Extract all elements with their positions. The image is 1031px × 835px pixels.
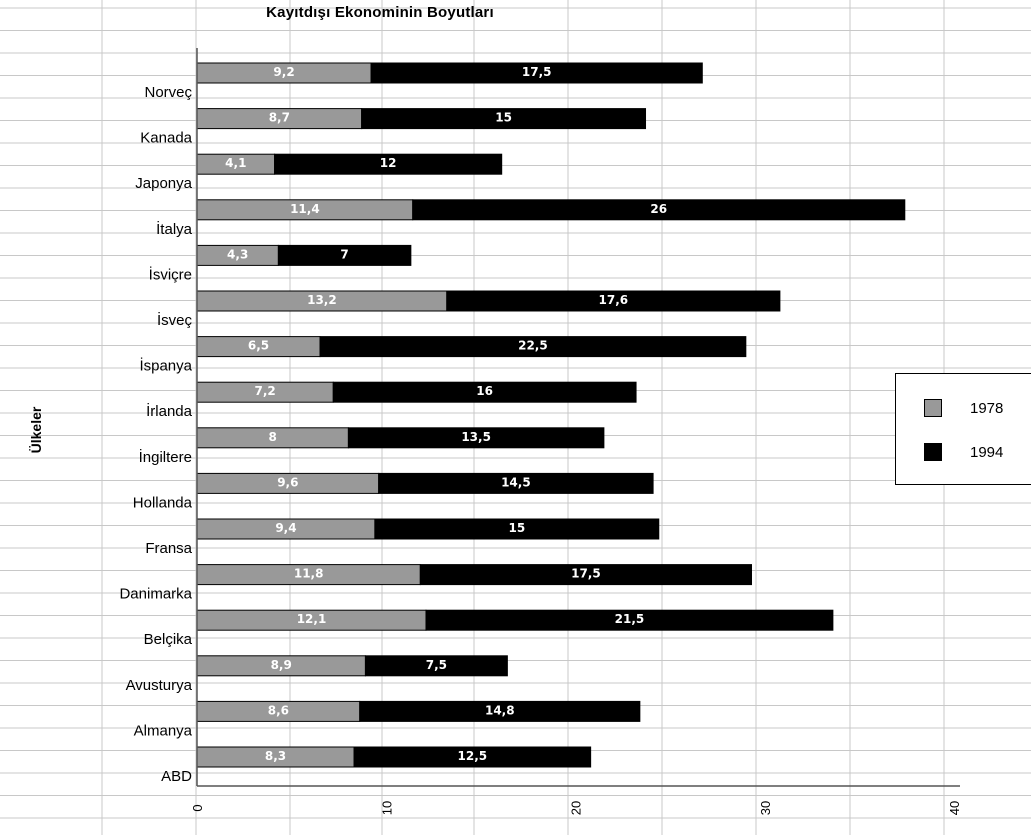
legend-swatch-1978 <box>924 399 942 417</box>
bar-value-label-1994-1: 15 <box>495 111 512 125</box>
bar-1994-13 <box>364 655 508 677</box>
legend-item-1978: 1978 <box>924 397 1003 419</box>
bar-value-label-1978-5: 13,2 <box>307 293 337 307</box>
bar-1994-5 <box>446 290 781 312</box>
category-label-2: Japonya <box>135 175 192 192</box>
bar-value-label-1994-13: 7,5 <box>426 658 447 672</box>
legend: 1978 1994 <box>895 373 1031 485</box>
bar-1994-3 <box>412 199 906 221</box>
bar-1994-9 <box>378 472 654 494</box>
legend-label-1978: 1978 <box>970 399 1004 417</box>
y-axis-title: Ülkeler <box>28 406 44 454</box>
bar-value-label-1994-5: 17,6 <box>599 293 629 307</box>
category-label-0: Norveç <box>144 84 192 101</box>
bar-value-label-1994-9: 14,5 <box>501 475 531 489</box>
bar-value-label-1994-11: 17,5 <box>571 567 601 581</box>
x-tick-label-1: 10 <box>379 801 394 815</box>
category-label-15: ABD <box>161 768 192 785</box>
category-label-5: İsveç <box>157 311 193 329</box>
bar-1994-1 <box>361 108 647 130</box>
bar-value-label-1978-4: 4,3 <box>227 247 248 261</box>
bar-value-label-1978-12: 12,1 <box>297 612 327 626</box>
category-label-14: Almanya <box>134 722 193 739</box>
legend-item-1994: 1994 <box>924 441 1003 463</box>
category-label-1: Kanada <box>140 130 192 147</box>
bar-1994-7 <box>332 381 637 403</box>
bar-value-label-1978-0: 9,2 <box>273 65 294 79</box>
category-label-3: İtalya <box>156 220 193 238</box>
category-label-6: İspanya <box>139 357 192 375</box>
category-label-9: Hollanda <box>133 494 193 511</box>
category-label-12: Belçika <box>144 631 193 648</box>
bar-1994-12 <box>425 609 834 631</box>
bar-value-label-1994-2: 12 <box>380 156 397 170</box>
bar-value-label-1994-0: 17,5 <box>522 65 552 79</box>
bar-value-label-1994-7: 16 <box>476 384 493 398</box>
bar-value-label-1994-10: 15 <box>508 521 525 535</box>
bar-1994-11 <box>419 564 753 586</box>
bar-value-label-1978-6: 6,5 <box>248 339 269 353</box>
bar-1994-8 <box>347 427 605 449</box>
bar-1994-14 <box>359 700 641 722</box>
bar-1994-15 <box>353 746 592 768</box>
bar-value-label-1994-3: 26 <box>650 202 667 216</box>
bar-value-label-1978-9: 9,6 <box>277 475 298 489</box>
bar-value-label-1978-11: 11,8 <box>294 567 324 581</box>
bar-value-label-1994-4: 7 <box>340 247 348 261</box>
bar-value-label-1978-10: 9,4 <box>275 521 296 535</box>
bar-value-label-1978-8: 8 <box>269 430 277 444</box>
x-tick-label-0: 0 <box>190 804 205 811</box>
x-tick-label-3: 30 <box>758 801 773 815</box>
axes: 0 10 20 30 40 <box>190 48 962 815</box>
category-label-10: Fransa <box>145 540 192 557</box>
bar-value-label-1994-12: 21,5 <box>615 612 645 626</box>
chart-title: Kayıtdışı Ekonominin Boyutları <box>266 4 494 21</box>
category-label-7: İrlanda <box>146 402 193 420</box>
bar-value-label-1978-15: 8,3 <box>265 749 286 763</box>
bar-value-label-1994-15: 12,5 <box>458 749 488 763</box>
category-label-11: Danimarka <box>119 586 192 603</box>
bar-1994-10 <box>374 518 660 540</box>
bar-1994-4 <box>277 244 412 266</box>
bar-1994-6 <box>319 336 747 358</box>
bar-value-label-1978-2: 4,1 <box>225 156 246 170</box>
bars-layer: 9,2 17,5 8,7 15 4,1 12 11,4 26 4,3 7 13,2 17,6 6,5 22… <box>196 62 906 768</box>
legend-label-1994: 1994 <box>970 443 1004 461</box>
bar-value-label-1978-13: 8,9 <box>271 658 292 672</box>
bar-value-label-1994-8: 13,5 <box>461 430 491 444</box>
legend-swatch-1994 <box>924 443 942 461</box>
bar-value-label-1978-1: 8,7 <box>269 111 290 125</box>
category-label-13: Avusturya <box>126 677 193 694</box>
category-label-8: İngiltere <box>139 448 192 466</box>
bar-value-label-1978-3: 11,4 <box>290 202 320 216</box>
category-labels: Norveç Kanada Japonya İtalya İsviçre İsveç İsp… <box>119 84 192 785</box>
bar-value-label-1978-14: 8,6 <box>268 703 289 717</box>
bar-value-label-1994-14: 14,8 <box>485 703 515 717</box>
bar-value-label-1978-7: 7,2 <box>254 384 275 398</box>
bar-1994-0 <box>370 62 703 84</box>
bar-1994-2 <box>274 153 503 175</box>
x-tick-label-4: 40 <box>947 801 962 815</box>
category-label-4: İsviçre <box>149 265 192 283</box>
x-tick-label-2: 20 <box>569 801 584 815</box>
bar-value-label-1994-6: 22,5 <box>518 339 548 353</box>
